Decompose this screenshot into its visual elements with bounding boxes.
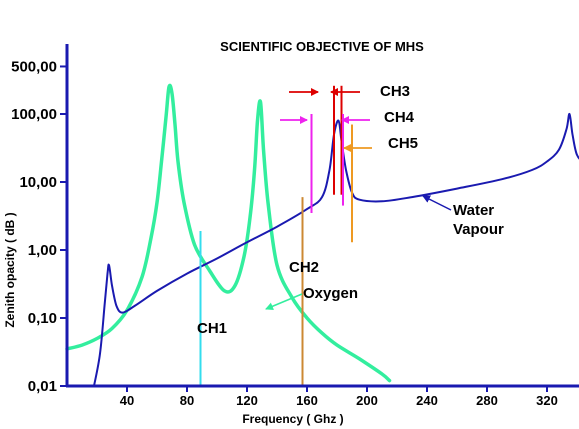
annotation-ch4: CH4 [384,109,415,126]
y-axis-label: Zenith opacity ( dB ) [3,212,17,327]
chart-title: SCIENTIFIC OBJECTIVE OF MHS [220,39,424,54]
y-tick-label: 10,00 [19,174,57,191]
y-tick-label: 0,01 [28,378,57,395]
y-tick-label: 100,00 [11,106,57,123]
annotation-vapour: Vapour [453,221,504,238]
oxygen-absorption-curve [65,83,392,383]
x-tick-label: 80 [180,393,194,408]
x-axis-ticks: 40 80 120 160 200 240 280 320 [120,386,558,408]
plot-area [65,83,579,387]
oxygen-pointer-arrow [265,293,303,310]
x-tick-label: 120 [236,393,258,408]
annotation-water: Water [453,202,494,219]
annotation-ch5: CH5 [388,135,418,152]
x-tick-label: 160 [296,393,318,408]
annotation-ch3: CH3 [380,83,410,100]
x-tick-label: 200 [356,393,378,408]
y-tick-label: 500,00 [11,58,57,75]
x-tick-label: 240 [416,393,438,408]
annotation-ch2: CH2 [289,259,319,276]
x-tick-label: 40 [120,393,134,408]
annotation-oxygen: Oxygen [303,285,358,302]
water-vapour-pointer-arrow [422,195,452,211]
x-tick-label: 280 [476,393,498,408]
y-tick-label: 1,00 [28,242,57,259]
y-tick-label: 0,10 [28,310,57,327]
x-axis-label: Frequency ( Ghz ) [242,412,343,426]
annotation-ch1: CH1 [197,320,227,337]
water-vapour-absorption-curve [93,112,579,387]
y-axis-ticks: 0,01 0,10 1,00 10,00 100,00 500,00 [11,58,67,395]
x-tick-label: 320 [536,393,558,408]
